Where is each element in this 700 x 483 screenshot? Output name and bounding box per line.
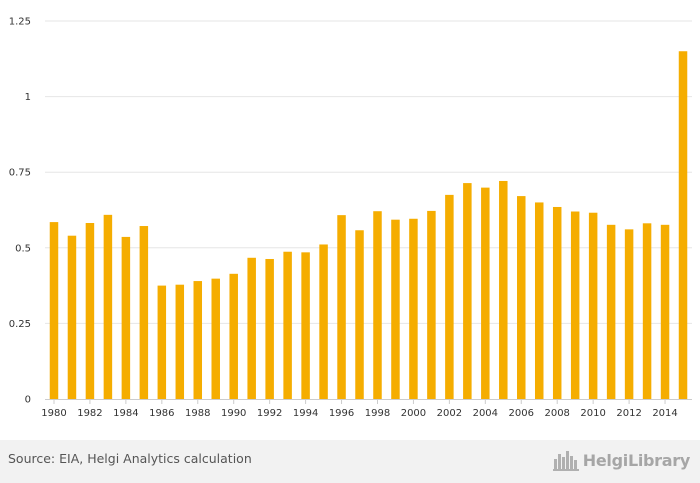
- bar-1986[interactable]: [157, 285, 167, 399]
- bar-2002[interactable]: [445, 194, 454, 399]
- bar-2014[interactable]: [660, 224, 670, 399]
- x-tick-label: 2000: [401, 408, 426, 419]
- x-tick-label: 1988: [185, 408, 210, 419]
- x-tick-label: 1984: [113, 408, 138, 419]
- bar-2009[interactable]: [570, 211, 580, 399]
- bar-2001[interactable]: [427, 210, 436, 399]
- bar-2012[interactable]: [624, 229, 634, 399]
- footer: Source: EIA, Helgi Analytics calculation…: [0, 440, 700, 483]
- bar-1985[interactable]: [139, 226, 149, 399]
- bar-2006[interactable]: [517, 196, 526, 399]
- x-tick-label: 2006: [509, 408, 534, 419]
- bar-1996[interactable]: [337, 215, 346, 399]
- bar-1982[interactable]: [85, 223, 95, 399]
- x-tick-label: 1992: [257, 408, 282, 419]
- bar-1998[interactable]: [373, 211, 382, 399]
- bar-1995[interactable]: [319, 244, 328, 399]
- x-tick-label: 1996: [329, 408, 354, 419]
- x-tick-label: 1994: [293, 408, 318, 419]
- bar-2013[interactable]: [642, 223, 652, 399]
- bar-2000[interactable]: [409, 218, 418, 399]
- x-tick-label: 1998: [365, 408, 390, 419]
- y-axis-tick-labels: 0 0.25 0.5 0.75 1 1.25: [9, 17, 31, 406]
- x-tick-label: 2004: [473, 408, 498, 419]
- bar-2011[interactable]: [606, 224, 616, 399]
- x-tick-label: 2014: [652, 408, 677, 419]
- bar-1983[interactable]: [103, 214, 113, 399]
- y-tick-label: 1.25: [9, 17, 31, 28]
- city-skyline-icon: [552, 451, 579, 471]
- bar-2010[interactable]: [588, 212, 598, 399]
- brand-name: HelgiLibrary: [582, 450, 691, 470]
- x-tick-label: 2008: [544, 408, 569, 419]
- bar-2007[interactable]: [534, 202, 544, 399]
- gridlines: [45, 20, 692, 324]
- x-axis-tick-labels: 1980 1982 1984 1986 1988 1990 1992 1994 1996 1998…: [41, 399, 678, 419]
- y-tick-label: 0: [25, 395, 31, 406]
- x-tick-label: 1986: [149, 408, 174, 419]
- bar-2005[interactable]: [499, 180, 508, 399]
- x-tick-label: 2010: [580, 408, 605, 419]
- bar-1988[interactable]: [193, 281, 203, 399]
- x-tick-label: 1982: [77, 408, 102, 419]
- bar-1994[interactable]: [301, 252, 310, 399]
- bar-2015[interactable]: [678, 51, 688, 400]
- bar-2004[interactable]: [481, 187, 490, 399]
- source-note: Source: EIA, Helgi Analytics calculation: [8, 451, 252, 466]
- bar-1991[interactable]: [247, 257, 256, 399]
- bar-2008[interactable]: [552, 206, 562, 399]
- bar-1990[interactable]: [229, 273, 238, 399]
- bar-2003[interactable]: [463, 183, 472, 399]
- bar-1980[interactable]: [49, 222, 59, 399]
- y-tick-label: 0.5: [15, 243, 31, 254]
- y-tick-label: 0.25: [9, 319, 31, 330]
- helgi-library-logo[interactable]: HelgiLibrary: [552, 448, 691, 472]
- y-tick-label: 1: [25, 92, 31, 103]
- bars: [49, 51, 688, 400]
- bar-1999[interactable]: [391, 219, 400, 399]
- bar-1989[interactable]: [211, 278, 220, 399]
- y-tick-label: 0.75: [9, 168, 31, 179]
- x-tick-label: 2002: [437, 408, 462, 419]
- bar-1987[interactable]: [175, 284, 185, 399]
- bar-1997[interactable]: [355, 230, 364, 399]
- bar-1984[interactable]: [121, 236, 131, 399]
- bar-1992[interactable]: [265, 258, 274, 399]
- bar-1981[interactable]: [67, 235, 77, 399]
- x-tick-label: 2012: [616, 408, 641, 419]
- bar-1993[interactable]: [283, 251, 292, 399]
- x-tick-label: 1990: [221, 408, 246, 419]
- x-tick-label: 1980: [41, 408, 66, 419]
